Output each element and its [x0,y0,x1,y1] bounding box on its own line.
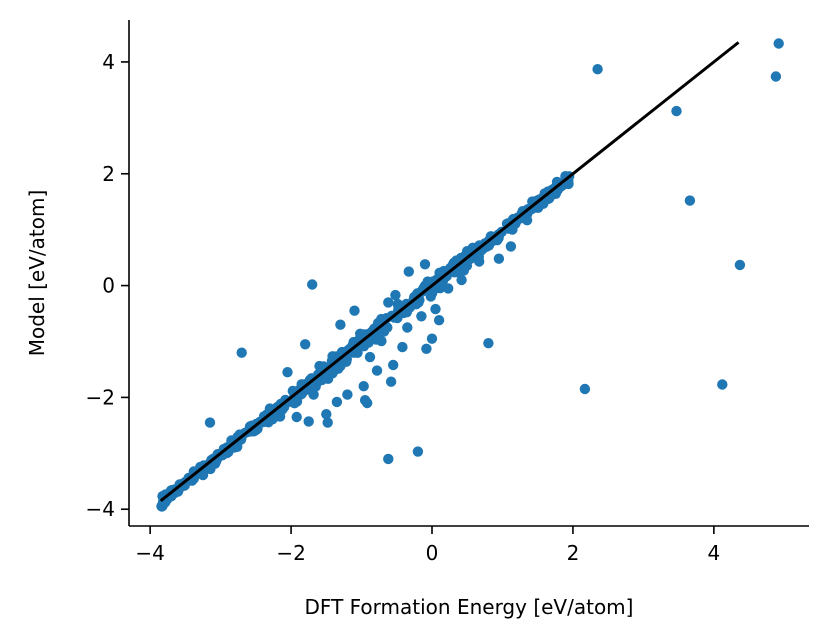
data-point [463,253,474,265]
outlier-point [734,259,746,271]
x-tick-label: −4 [135,541,164,565]
outlier-point [433,315,445,326]
outlier-point [426,333,438,344]
outlier-point [443,283,454,294]
data-point [304,374,316,386]
outlier-point [402,322,413,333]
outlier-point [671,105,682,117]
data-point [339,356,351,367]
outlier-point [456,274,467,286]
outlier-point [684,195,696,206]
outlier-point [376,313,387,325]
outlier-point [412,446,424,457]
outlier-point [363,337,374,348]
outlier-point [483,338,494,349]
outlier-point [390,289,401,301]
data-point [392,298,403,310]
outlier-point [358,381,369,392]
y-tick-label: 2 [102,162,115,186]
outlier-point [521,215,533,226]
outlier-point [403,266,414,277]
y-tick-label: −2 [86,385,115,409]
outlier-point [416,311,427,322]
outlier-point [397,341,408,353]
y-axis-title: Model [eV/atom] [25,190,49,357]
outlier-point [236,347,247,358]
x-tick-label: 0 [426,541,439,565]
outlier-point [419,259,431,270]
x-tick-label: 2 [567,541,580,565]
data-point [277,401,289,412]
outlier-point [371,365,383,376]
outlier-point [385,376,397,387]
outlier-point [307,279,318,290]
outlier-point [421,343,432,354]
outlier-point [364,351,376,363]
outlier-point [717,379,728,390]
outlier-point [321,409,332,420]
y-tick-label: −4 [86,497,115,521]
x-axis-title: DFT Formation Energy [eV/atom] [305,595,634,619]
outlier-point [322,417,333,428]
outlier-point [342,389,353,400]
outlier-point [282,367,293,378]
outlier-point [592,63,603,75]
outlier-point [362,397,373,409]
outlier-point [493,253,505,264]
outlier-point [308,389,319,400]
outlier-point [388,359,399,371]
outlier-point [303,416,314,427]
outlier-point [770,71,782,82]
y-tick-label: 0 [102,274,115,298]
outlier-point [505,241,517,252]
x-tick-label: −2 [276,541,305,565]
x-axis-ticks: −4 −2 0 2 4 [135,526,720,565]
y-tick-label: 4 [102,50,115,74]
outlier-point [474,256,485,267]
outlier-point [579,383,591,395]
data-point [458,265,470,276]
y-axis-ticks: −4 −2 0 2 4 [86,50,129,521]
outlier-point [335,319,346,330]
outlier-point [383,297,394,308]
x-tick-label: 4 [708,541,721,565]
data-point [267,414,278,425]
outlier-point [383,453,394,465]
outlier-point [291,411,302,423]
outlier-point [331,396,343,408]
outlier-point [430,303,441,315]
outlier-point [300,339,311,350]
identity-line [159,41,740,503]
outlier-point [773,38,784,49]
outlier-point [204,417,216,428]
outlier-point [349,305,360,316]
